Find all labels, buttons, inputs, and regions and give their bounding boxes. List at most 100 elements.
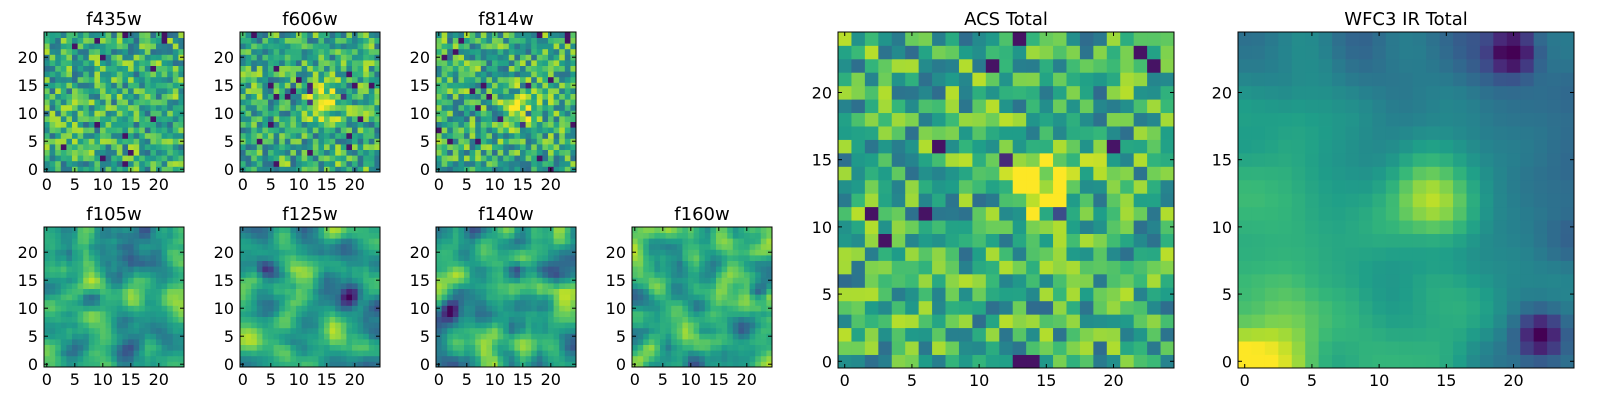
- heatmap-cell: [441, 121, 448, 128]
- heatmap-cell: [307, 127, 314, 134]
- heatmap-cell: [77, 305, 84, 312]
- heatmap-cell: [374, 311, 381, 317]
- heatmap-cell: [77, 82, 84, 89]
- heatmap-cell: [486, 132, 493, 139]
- heatmap-cell: [167, 71, 174, 78]
- heatmap-cell: [122, 93, 129, 100]
- heatmap-cell: [738, 355, 745, 362]
- heatmap-cell: [660, 322, 666, 329]
- heatmap-cell: [727, 344, 734, 351]
- heatmap-cell: [240, 93, 246, 100]
- y-tick-label: 15: [214, 76, 234, 95]
- heatmap-cell: [570, 60, 577, 66]
- heatmap-cell: [985, 166, 1000, 181]
- heatmap-cell: [329, 243, 336, 250]
- heatmap-cell: [273, 344, 280, 351]
- heatmap-cell: [531, 166, 538, 173]
- heatmap-cell: [441, 82, 448, 89]
- heatmap-cell: [452, 144, 459, 150]
- heatmap-cell: [716, 283, 722, 289]
- heatmap-cell: [891, 247, 906, 261]
- heatmap-cell: [436, 43, 442, 50]
- heatmap-cell: [340, 238, 347, 245]
- heatmap-cell: [312, 294, 319, 301]
- heatmap-cell: [167, 243, 174, 250]
- heatmap-cell: [514, 316, 521, 323]
- heatmap-cell: [688, 255, 694, 261]
- heatmap-cell: [441, 294, 448, 301]
- heatmap-cell: [256, 266, 263, 273]
- heatmap-cell: [128, 104, 134, 111]
- heatmap-cell: [279, 160, 286, 167]
- heatmap-cell: [452, 344, 459, 351]
- heatmap-cell: [49, 288, 56, 295]
- heatmap-cell: [665, 277, 672, 284]
- heatmap-cell: [508, 299, 515, 306]
- heatmap-cell: [520, 305, 526, 312]
- heatmap-cell: [1160, 220, 1175, 234]
- heatmap-cell: [464, 294, 470, 301]
- heatmap-cell: [324, 160, 330, 167]
- heatmap-cell: [296, 238, 302, 245]
- heatmap-cell: [536, 344, 543, 351]
- heatmap-cell: [710, 339, 717, 345]
- heatmap-cell: [503, 299, 510, 306]
- heatmap-cell: [340, 116, 347, 122]
- heatmap-cell: [564, 249, 571, 256]
- heatmap-cell: [878, 314, 893, 329]
- heatmap-cell: [335, 361, 342, 368]
- heatmap-cell: [318, 37, 325, 44]
- heatmap-cell: [878, 247, 893, 261]
- heatmap-cell: [133, 65, 140, 72]
- heatmap-cell: [542, 82, 549, 89]
- heatmap-cell: [111, 32, 118, 38]
- heatmap-cell: [643, 299, 650, 306]
- heatmap-cell: [72, 132, 78, 139]
- heatmap-cell: [464, 160, 470, 167]
- heatmap-cell: [245, 305, 252, 312]
- heatmap-cell: [144, 32, 151, 38]
- heatmap-cell: [671, 294, 678, 301]
- heatmap-cell: [290, 82, 297, 89]
- heatmap-cell: [144, 110, 151, 117]
- heatmap-cell: [167, 283, 174, 289]
- heatmap-cell: [245, 155, 252, 162]
- heatmap-cell: [329, 60, 336, 66]
- heatmap-cell: [105, 311, 112, 317]
- heatmap-cell: [296, 48, 302, 55]
- heatmap-cell: [447, 43, 454, 50]
- heatmap-cell: [749, 294, 756, 301]
- heatmap-cell: [44, 48, 50, 55]
- heatmap-cell: [60, 249, 67, 256]
- heatmap-cell: [374, 339, 381, 345]
- heatmap-cell: [133, 144, 140, 150]
- heatmap-cell: [178, 144, 185, 150]
- heatmap-cell: [144, 54, 151, 61]
- heatmap-cell: [704, 322, 711, 329]
- heatmap-cell: [139, 266, 146, 273]
- heatmap-cell: [66, 283, 73, 289]
- heatmap-cell: [441, 127, 448, 134]
- heatmap-cell: [150, 350, 157, 357]
- heatmap-cell: [318, 238, 325, 245]
- heatmap-cell: [905, 354, 920, 369]
- heatmap-cell: [88, 132, 95, 139]
- heatmap-cell: [682, 238, 689, 245]
- heatmap-cell: [531, 305, 538, 312]
- heatmap-cell: [44, 37, 50, 44]
- heatmap-cell: [676, 361, 683, 368]
- heatmap-cell: [553, 350, 560, 357]
- heatmap-cell: [251, 166, 258, 173]
- heatmap-cell: [559, 260, 566, 267]
- heatmap-cell: [374, 149, 381, 156]
- heatmap-cell: [536, 355, 543, 362]
- heatmap-cell: [548, 37, 554, 44]
- heatmap-cell: [542, 311, 549, 317]
- heatmap-cell: [486, 32, 493, 38]
- heatmap-cell: [139, 361, 146, 368]
- heatmap-cell: [161, 305, 168, 312]
- heatmap-cell: [486, 327, 493, 334]
- heatmap-cell: [654, 305, 661, 312]
- heatmap-cell: [458, 121, 465, 128]
- heatmap-cell: [368, 54, 375, 61]
